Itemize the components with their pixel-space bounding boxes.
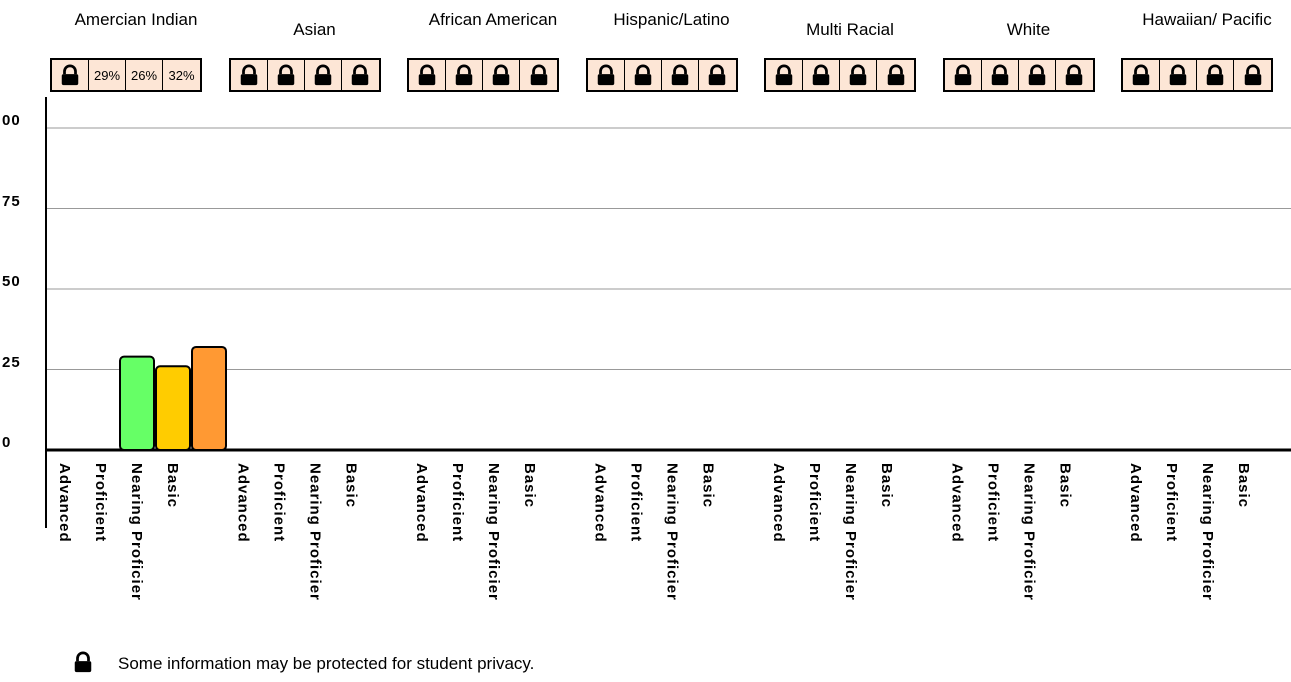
lock-icon [1019,60,1056,90]
y-tick-label: 25 [2,353,21,371]
bar-nearing-proficier [155,365,191,451]
percent-label: 29% [89,60,126,90]
group-title: Asian [293,20,336,39]
lock-icon [409,60,446,90]
bar-basic [191,345,227,451]
x-tick-label: Nearing Proficier [842,463,859,601]
group-title: White [1006,20,1051,39]
group-title: African American [428,10,558,29]
percent-label: 32% [168,67,195,83]
lock-icon [982,60,1019,90]
lock-icon [625,60,662,90]
x-tick-label: Nearing Proficier [663,463,681,601]
x-tick-label: Basic [878,463,895,509]
y-tick-label: 75 [2,192,21,210]
lock-icon [840,60,877,90]
y-tick-label: 50 [2,273,21,290]
lock-icon [699,60,736,90]
x-tick-label: Basic [521,463,538,509]
group-value-boxes [585,58,738,92]
x-tick-label: Advanced [591,463,609,543]
x-tick-label: Advanced [56,463,73,543]
x-tick-label: Proficient [1163,463,1180,543]
group-value-boxes [764,58,916,92]
lock-icon [766,60,803,90]
lock-icon [1197,60,1234,90]
group-title: Hawaiian/ Pacific [1142,10,1272,29]
lock-icon [231,60,268,90]
percent-label: 26% [126,60,163,90]
x-tick-label: Proficient [270,463,288,543]
lock-icon [877,60,914,90]
lock-icon [1160,60,1197,90]
lock-icon [588,60,625,90]
x-tick-label: Advanced [413,463,430,543]
x-tick-label: Basic [1235,463,1252,509]
group-title: Multi Racial [806,20,894,39]
x-tick-label: Nearing Proficier [128,463,145,601]
group-value-boxes: 29% 26% 32% [50,58,202,92]
bar-proficient [119,355,155,451]
group-title: Hispanic/Latino [613,10,730,29]
lock-icon [268,60,305,90]
lock-icon [945,60,982,90]
privacy-note: Some information may be protected for st… [118,654,535,673]
lock-icon [803,60,840,90]
x-tick-label: Nearing Proficier [306,463,324,601]
lock-icon [1234,60,1271,90]
group-value-boxes [228,58,381,92]
x-tick-label: Nearing Proficier [485,463,502,601]
x-tick-label: Proficient [449,463,466,543]
x-tick-label: Basic [1056,463,1074,509]
group-value-boxes [942,58,1095,92]
x-tick-label: Proficient [806,463,823,543]
group-title: Amercian Indian [74,10,198,29]
x-tick-label: Advanced [770,463,787,543]
group-value-boxes [1121,58,1273,92]
y-tick-label: 0 [2,434,12,451]
lock-icon [1056,60,1093,90]
lock-icon [483,60,520,90]
lock-icon [1123,60,1160,90]
lock-icon [662,60,699,90]
group-value-boxes [407,58,559,92]
y-tick-label: 00 [2,112,21,129]
x-tick-label: Advanced [948,463,966,543]
x-tick-label: Basic [342,463,360,509]
lock-icon [342,60,379,90]
lock-icon [74,651,92,673]
x-tick-label: Proficient [984,463,1002,543]
x-tick-label: Advanced [1127,463,1144,543]
x-tick-label: Nearing Proficier [1199,463,1216,601]
lock-icon [305,60,342,90]
x-tick-label: Advanced [234,463,252,543]
x-tick-label: Basic [164,463,181,509]
x-tick-label: Proficient [627,463,645,543]
x-tick-label: Proficient [92,463,109,543]
lock-icon [446,60,483,90]
x-tick-label: Nearing Proficier [1020,463,1038,601]
lock-icon [52,60,89,90]
lock-icon [520,60,557,90]
x-tick-label: Basic [699,463,717,509]
